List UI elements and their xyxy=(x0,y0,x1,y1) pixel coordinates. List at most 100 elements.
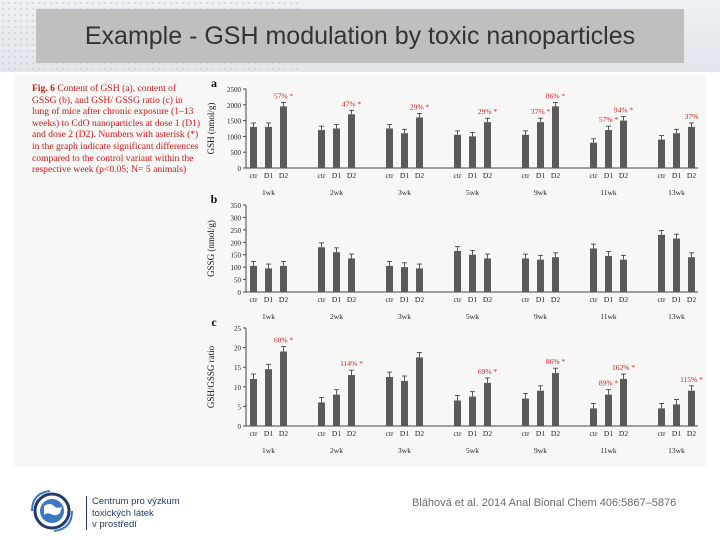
bar xyxy=(522,134,529,168)
significance-label: 57% * xyxy=(274,91,294,100)
significance-label: 60% * xyxy=(274,336,294,345)
bar xyxy=(688,257,695,292)
week-label: 11wk xyxy=(600,188,617,197)
y-axis-label: GSSG (nmol/g) xyxy=(206,220,216,277)
category-label: ctr xyxy=(658,429,666,438)
logo-line-3: v prostředí xyxy=(92,519,137,530)
week-label: 9wk xyxy=(534,312,547,321)
category-label: D2 xyxy=(415,171,424,180)
bar xyxy=(688,126,695,168)
y-axis-label: GSH/GSSG ratio xyxy=(206,345,216,408)
significance-label: 69% * xyxy=(478,367,498,376)
bar xyxy=(552,257,559,292)
bar xyxy=(454,250,461,292)
category-label: ctr xyxy=(590,429,598,438)
bar xyxy=(590,142,597,168)
category-label: D2 xyxy=(483,295,492,304)
category-label: D2 xyxy=(347,295,356,304)
week-label: 2wk xyxy=(330,188,343,197)
y-tick-label: 1000 xyxy=(227,133,242,141)
panel-label: c xyxy=(211,315,217,329)
week-label: 13wk xyxy=(668,312,685,321)
bar xyxy=(552,106,559,168)
week-label: 3wk xyxy=(398,312,411,321)
category-label: D1 xyxy=(400,429,409,438)
bar xyxy=(416,268,423,292)
y-tick-label: 20 xyxy=(234,345,242,353)
week-label: 9wk xyxy=(534,188,547,197)
y-tick-label: 200 xyxy=(231,239,242,247)
y-tick-label: 300 xyxy=(231,214,242,222)
category-label: D1 xyxy=(536,295,545,304)
bar xyxy=(484,382,491,426)
category-label: D2 xyxy=(415,295,424,304)
y-tick-label: 500 xyxy=(231,149,242,157)
bar xyxy=(280,265,287,292)
bar xyxy=(673,404,680,426)
bar xyxy=(265,126,272,168)
bar xyxy=(484,122,491,168)
week-label: 1wk xyxy=(262,312,275,321)
bar xyxy=(318,402,325,426)
bar xyxy=(469,136,476,168)
week-label: 9wk xyxy=(534,446,547,455)
category-label: D2 xyxy=(415,429,424,438)
bar xyxy=(537,259,544,292)
category-label: D1 xyxy=(468,429,477,438)
bar xyxy=(469,396,476,426)
category-label: D2 xyxy=(687,429,696,438)
globe-logo-icon xyxy=(31,490,73,532)
bar xyxy=(318,247,325,292)
bar xyxy=(590,408,597,426)
bar xyxy=(454,400,461,426)
week-label: 1wk xyxy=(262,188,275,197)
category-label: D2 xyxy=(279,171,288,180)
category-label: D1 xyxy=(604,171,613,180)
category-label: ctr xyxy=(386,295,394,304)
week-label: 3wk xyxy=(398,446,411,455)
category-label: ctr xyxy=(522,295,530,304)
category-label: D2 xyxy=(279,429,288,438)
slide-title: Example - GSH modulation by toxic nanopa… xyxy=(84,21,636,50)
category-label: D2 xyxy=(279,295,288,304)
y-tick-label: 10 xyxy=(234,384,242,392)
category-label: ctr xyxy=(590,295,598,304)
category-label: ctr xyxy=(386,171,394,180)
category-label: D2 xyxy=(687,295,696,304)
bar xyxy=(522,398,529,426)
category-label: D1 xyxy=(332,295,341,304)
caption-text: Content of GSH (a), content of GSSG (b),… xyxy=(32,83,201,176)
bar xyxy=(250,378,257,426)
bar xyxy=(416,357,423,426)
bar xyxy=(401,133,408,168)
category-label: D1 xyxy=(332,171,341,180)
week-label: 2wk xyxy=(330,446,343,455)
significance-label: 29% * xyxy=(478,107,498,116)
bar xyxy=(401,380,408,426)
category-label: ctr xyxy=(658,171,666,180)
significance-label: 47% * xyxy=(342,99,362,108)
category-label: ctr xyxy=(250,295,258,304)
category-label: D1 xyxy=(332,429,341,438)
significance-label: 37% xyxy=(685,112,699,121)
y-tick-label: 2500 xyxy=(227,86,242,94)
bar xyxy=(454,134,461,168)
bar xyxy=(280,106,287,168)
citation: Bláhová et al. 2014 Anal Bional Chem 406… xyxy=(412,497,677,509)
bar xyxy=(250,126,257,168)
week-label: 3wk xyxy=(398,188,411,197)
y-tick-label: 50 xyxy=(234,277,242,285)
category-label: D1 xyxy=(400,171,409,180)
week-label: 13wk xyxy=(668,446,685,455)
category-label: ctr xyxy=(522,171,530,180)
figure-panel: Fig. 6 Content of GSH (a), content of GS… xyxy=(14,75,706,467)
significance-label: 86% * xyxy=(546,91,566,100)
y-axis-label: GSH (nmol/g) xyxy=(206,103,216,155)
bar xyxy=(265,268,272,292)
category-label: D2 xyxy=(347,429,356,438)
category-label: D2 xyxy=(551,295,560,304)
bar xyxy=(484,258,491,292)
y-tick-label: 0 xyxy=(238,289,242,297)
category-label: ctr xyxy=(318,171,326,180)
figure-caption: Fig. 6 Content of GSH (a), content of GS… xyxy=(32,83,202,176)
